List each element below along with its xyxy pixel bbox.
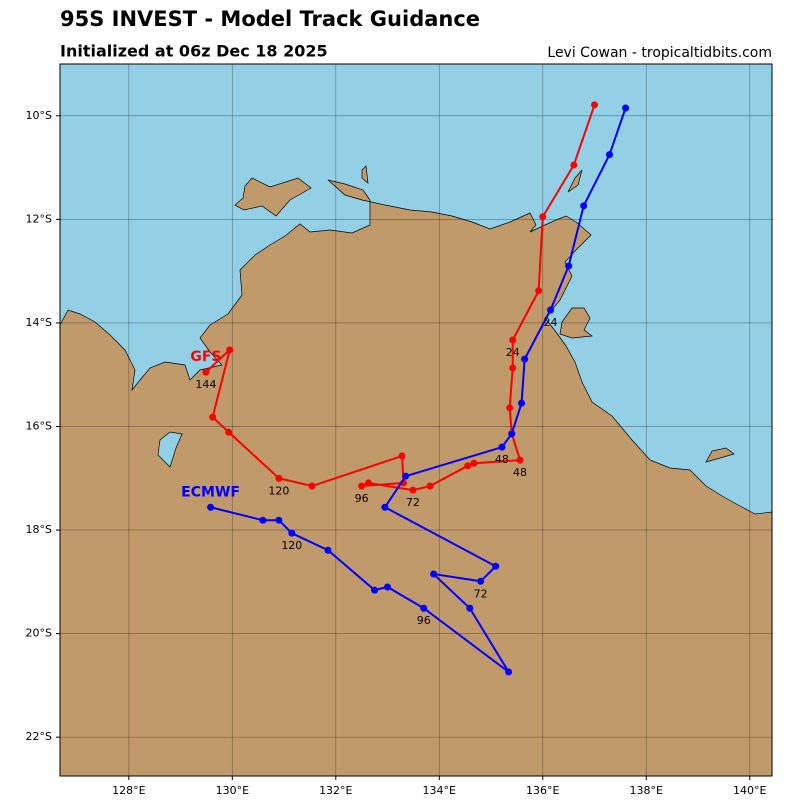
island [559,307,593,339]
track-point [420,604,428,612]
island [567,169,583,193]
track-point [384,583,392,591]
track-point [516,456,524,464]
track-point [505,668,513,676]
hour-label: 48 [513,466,527,479]
track-point [539,213,547,221]
track-point [226,346,234,354]
track-point [275,516,283,524]
coastline [59,165,773,777]
x-tick-label: 138°E [630,784,663,797]
track-point [209,413,217,421]
track-point [509,364,517,372]
y-tick-label: 22°S [26,730,52,743]
model-name: GFS [190,349,221,365]
island [705,447,735,463]
track-point [498,443,506,451]
chart-title: 95S INVEST - Model Track Guidance [60,7,480,31]
track-point [509,336,517,344]
track-point [470,459,478,467]
track-point [371,586,379,594]
track-point [409,486,417,494]
track-point [398,452,406,460]
track-point [308,482,316,490]
island [361,165,369,184]
y-tick-label: 10°S [26,109,52,122]
x-tick-label: 128°E [112,784,145,797]
track-point [288,529,296,537]
model-name: ECMWF [181,484,240,500]
track-point [580,202,588,210]
track-point [275,474,283,482]
track-point [207,503,215,511]
y-tick-label: 18°S [26,523,52,536]
track-point [547,306,555,314]
hour-label: 120 [268,484,289,497]
hour-label: 72 [474,587,488,600]
hour-label: 72 [406,496,420,509]
track-point [477,577,485,585]
chart-subtitle: Initialized at 06z Dec 18 2025 [60,42,328,61]
track-point [364,479,372,487]
track-point [570,161,578,169]
mainland [59,179,773,777]
track-point [521,355,529,363]
y-tick-label: 12°S [26,212,52,225]
track-point [202,368,210,376]
track-point [466,604,474,612]
x-tick-label: 132°E [319,784,352,797]
track-point [324,546,332,554]
island [234,177,312,217]
hour-label: 96 [417,614,431,627]
track-point [426,482,434,490]
track-point [381,503,389,511]
x-tick-label: 136°E [526,784,559,797]
y-tick-label: 16°S [26,419,52,432]
hour-label: 120 [281,539,302,552]
track-point [402,472,410,480]
y-tick-label: 20°S [26,627,52,640]
track-point [225,428,233,436]
track-point [565,262,573,270]
track-point [506,404,514,412]
track-point [622,104,630,112]
hour-label: 24 [506,346,520,359]
x-tick-label: 130°E [216,784,249,797]
y-tick-label: 14°S [26,316,52,329]
track-point [464,462,472,470]
track-point [430,570,438,578]
hour-label: 144 [195,378,216,391]
track-point [606,151,614,159]
lake [157,431,183,468]
hour-label: 96 [355,492,369,505]
x-tick-label: 140°E [733,784,766,797]
track-line [210,107,627,673]
track-point [591,101,599,109]
track-point [508,430,516,438]
track-point [358,482,366,490]
credit: Levi Cowan - tropicaltidbits.com [547,45,772,61]
track-point [259,516,267,524]
x-tick-label: 134°E [423,784,456,797]
track-point [492,562,500,570]
hour-label: 48 [495,453,509,466]
track-point [535,287,543,295]
map-frame [59,63,773,777]
track-point [518,399,526,407]
hour-label: 24 [544,316,558,329]
